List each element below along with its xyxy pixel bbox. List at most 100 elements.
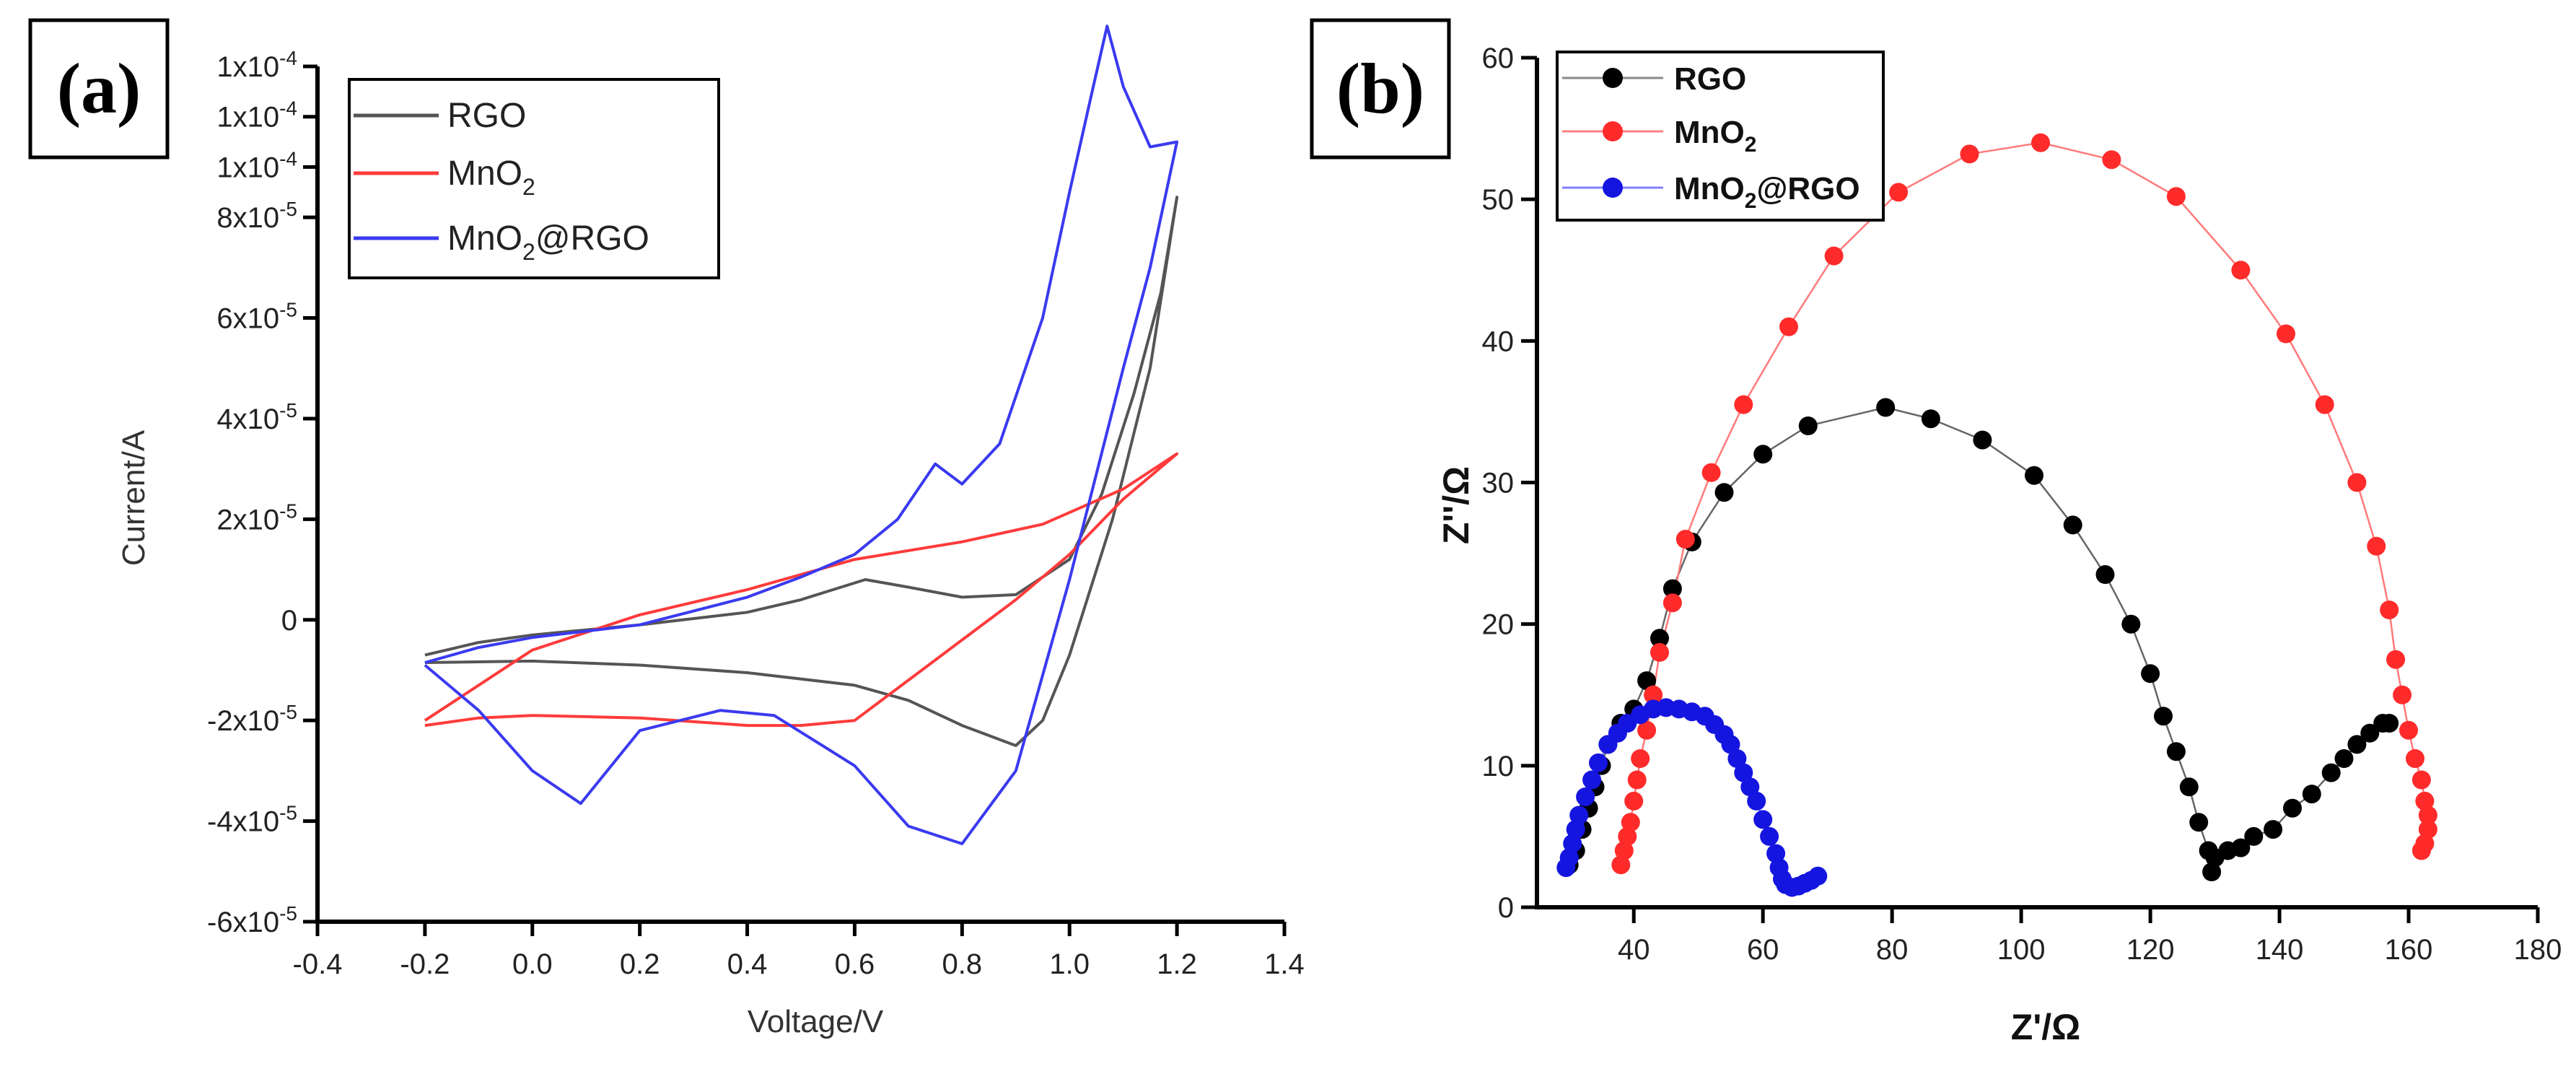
eis-point-1 bbox=[2411, 770, 2431, 790]
eis-point-1 bbox=[2386, 650, 2406, 669]
eis-point-0 bbox=[2264, 820, 2283, 839]
cv-x-ticks: -0.4 -0.2 0.0 0.2 0.4 0.6 0.8 1.0 1.2 1.4 bbox=[293, 922, 1305, 980]
eis-x-tick-label: 160 bbox=[2385, 934, 2433, 966]
cv-legend-frame bbox=[348, 78, 720, 279]
legend-b-label-mno2-rgo-tail: @RGO bbox=[1756, 171, 1859, 206]
panel-a-label-box bbox=[28, 18, 170, 160]
eis-point-2 bbox=[1747, 791, 1766, 811]
eis-y-tick-label: 10 bbox=[1482, 751, 1515, 782]
legend-b-label-mno2-sub: 2 bbox=[1745, 133, 1757, 157]
legend-label-mno2-name: MnO bbox=[447, 154, 522, 193]
cv-y-tick-label: 1x10-4 bbox=[216, 147, 297, 183]
legend-b-label-rgo-name: RGO bbox=[1674, 61, 1746, 97]
eis-point-1 bbox=[2399, 720, 2418, 740]
eis-point-2 bbox=[1559, 848, 1579, 868]
legend-marker-rgo bbox=[1603, 68, 1623, 88]
eis-x-ticks: 40 60 80 100 120 140 160 180 bbox=[1618, 907, 2562, 966]
legend-b-label-mno2-rgo: MnO2@RGO bbox=[1674, 171, 1860, 213]
legend-label-mno2: MnO2 bbox=[447, 154, 535, 200]
eis-point-1 bbox=[1824, 246, 1844, 266]
eis-x-tick-label: 80 bbox=[1876, 934, 1909, 966]
cv-x-tick-label: 1.2 bbox=[1157, 948, 1197, 980]
eis-x-tick-label: 60 bbox=[1747, 934, 1779, 966]
eis-point-2 bbox=[1569, 806, 1589, 825]
eis-point-0 bbox=[1973, 430, 1992, 450]
eis-point-0 bbox=[1753, 445, 1773, 464]
eis-point-2 bbox=[1753, 810, 1773, 829]
cv-x-tick-label: 0.4 bbox=[727, 948, 768, 980]
eis-x-axis-label: Z'/Ω bbox=[2011, 1007, 2080, 1047]
eis-point-0 bbox=[2321, 763, 2341, 782]
cv-x-tick-label: -0.2 bbox=[400, 948, 450, 980]
eis-y-tick-label: 60 bbox=[1482, 43, 1515, 74]
legend-label-mno2-rgo-tail: @RGO bbox=[535, 219, 649, 258]
eis-point-1 bbox=[1644, 685, 1663, 704]
legend-label-mno2-rgo-sub: 2 bbox=[522, 239, 535, 265]
eis-x-tick-label: 180 bbox=[2514, 934, 2562, 966]
eis-point-1 bbox=[2411, 841, 2431, 860]
eis-x-tick-label: 40 bbox=[1618, 934, 1650, 966]
legend-label-mno2-rgo: MnO2@RGO bbox=[447, 219, 649, 265]
eis-legend: RGO MnO2 MnO2@RGO bbox=[1556, 51, 1885, 222]
eis-point-2 bbox=[1808, 866, 1828, 886]
cv-x-axis-label: Voltage/V bbox=[748, 1004, 884, 1039]
eis-x-tick-label: 140 bbox=[2256, 934, 2304, 966]
eis-point-1 bbox=[1701, 463, 1721, 482]
eis-point-1 bbox=[2166, 187, 2186, 206]
eis-point-1 bbox=[2406, 749, 2424, 768]
eis-y-axis-label: Z''/Ω bbox=[1436, 466, 1476, 544]
panel-a: (a) -0.4 -0.2 0.0 0.2 0.4 0.6 0.8 1.0 1.2 1.4 -6x… bbox=[28, 18, 1305, 1039]
legend-label-mno2-rgo-name: MnO bbox=[447, 219, 522, 258]
eis-point-0 bbox=[2302, 785, 2321, 804]
cv-y-tick-label: 1x10-4 bbox=[216, 97, 297, 134]
legend-b-label-mno2-rgo-sub: 2 bbox=[1745, 189, 1757, 213]
cv-y-tick-label: 1x10-4 bbox=[216, 47, 297, 83]
eis-y-tick-label: 40 bbox=[1482, 326, 1515, 357]
eis-point-0 bbox=[1876, 398, 1896, 417]
eis-point-0 bbox=[2347, 735, 2367, 754]
eis-point-1 bbox=[2315, 395, 2334, 414]
cv-y-tick-label: 8x10-5 bbox=[216, 198, 297, 234]
eis-point-0 bbox=[2141, 664, 2160, 684]
cv-x-tick-label: 0.8 bbox=[942, 948, 983, 980]
eis-point-2 bbox=[1576, 787, 1595, 806]
cv-series-line-0 bbox=[424, 196, 1179, 747]
cv-x-tick-label: 1.0 bbox=[1049, 948, 1090, 980]
eis-y-tick-label: 30 bbox=[1482, 468, 1515, 499]
eis-series-markers bbox=[1556, 133, 2437, 897]
legend-marker-mno2-rgo bbox=[1603, 178, 1623, 198]
eis-point-1 bbox=[2415, 791, 2435, 811]
cv-series-line-2 bbox=[424, 25, 1179, 845]
eis-point-0 bbox=[2360, 723, 2380, 743]
eis-point-1 bbox=[1631, 749, 1650, 768]
eis-point-1 bbox=[2367, 536, 2386, 556]
eis-point-0 bbox=[2179, 777, 2199, 797]
eis-point-2 bbox=[1721, 735, 1740, 754]
panel-a-label: (a) bbox=[57, 48, 141, 128]
eis-point-2 bbox=[1582, 770, 1602, 790]
cv-y-tick-label: 0 bbox=[281, 605, 297, 637]
eis-point-2 bbox=[1563, 834, 1582, 853]
eis-point-2 bbox=[1740, 777, 1760, 797]
legend-label-rgo-name: RGO bbox=[447, 97, 526, 135]
eis-x-tick-label: 120 bbox=[2126, 934, 2175, 966]
eis-point-1 bbox=[2380, 601, 2399, 619]
eis-point-2 bbox=[1766, 844, 1786, 863]
eis-point-0 bbox=[2154, 707, 2173, 726]
eis-point-1 bbox=[2102, 150, 2121, 170]
eis-point-1 bbox=[2231, 261, 2251, 280]
cv-chart: -0.4 -0.2 0.0 0.2 0.4 0.6 0.8 1.0 1.2 1.4 -6x10-5… bbox=[116, 25, 1305, 1039]
cv-y-tick-label: -2x10-5 bbox=[207, 701, 297, 737]
eis-point-1 bbox=[1618, 826, 1637, 846]
eis-point-1 bbox=[2277, 324, 2295, 344]
legend-b-label-mno2-name: MnO bbox=[1674, 115, 1745, 150]
eis-point-1 bbox=[1637, 720, 1657, 740]
eis-x-tick-label: 100 bbox=[1997, 934, 2046, 966]
eis-point-2 bbox=[1734, 763, 1753, 782]
eis-point-0 bbox=[2025, 466, 2043, 485]
eis-point-1 bbox=[1611, 855, 1631, 875]
cv-x-tick-label: 0.0 bbox=[512, 948, 553, 980]
eis-point-1 bbox=[1627, 770, 1647, 790]
eis-point-1 bbox=[1889, 183, 1909, 202]
